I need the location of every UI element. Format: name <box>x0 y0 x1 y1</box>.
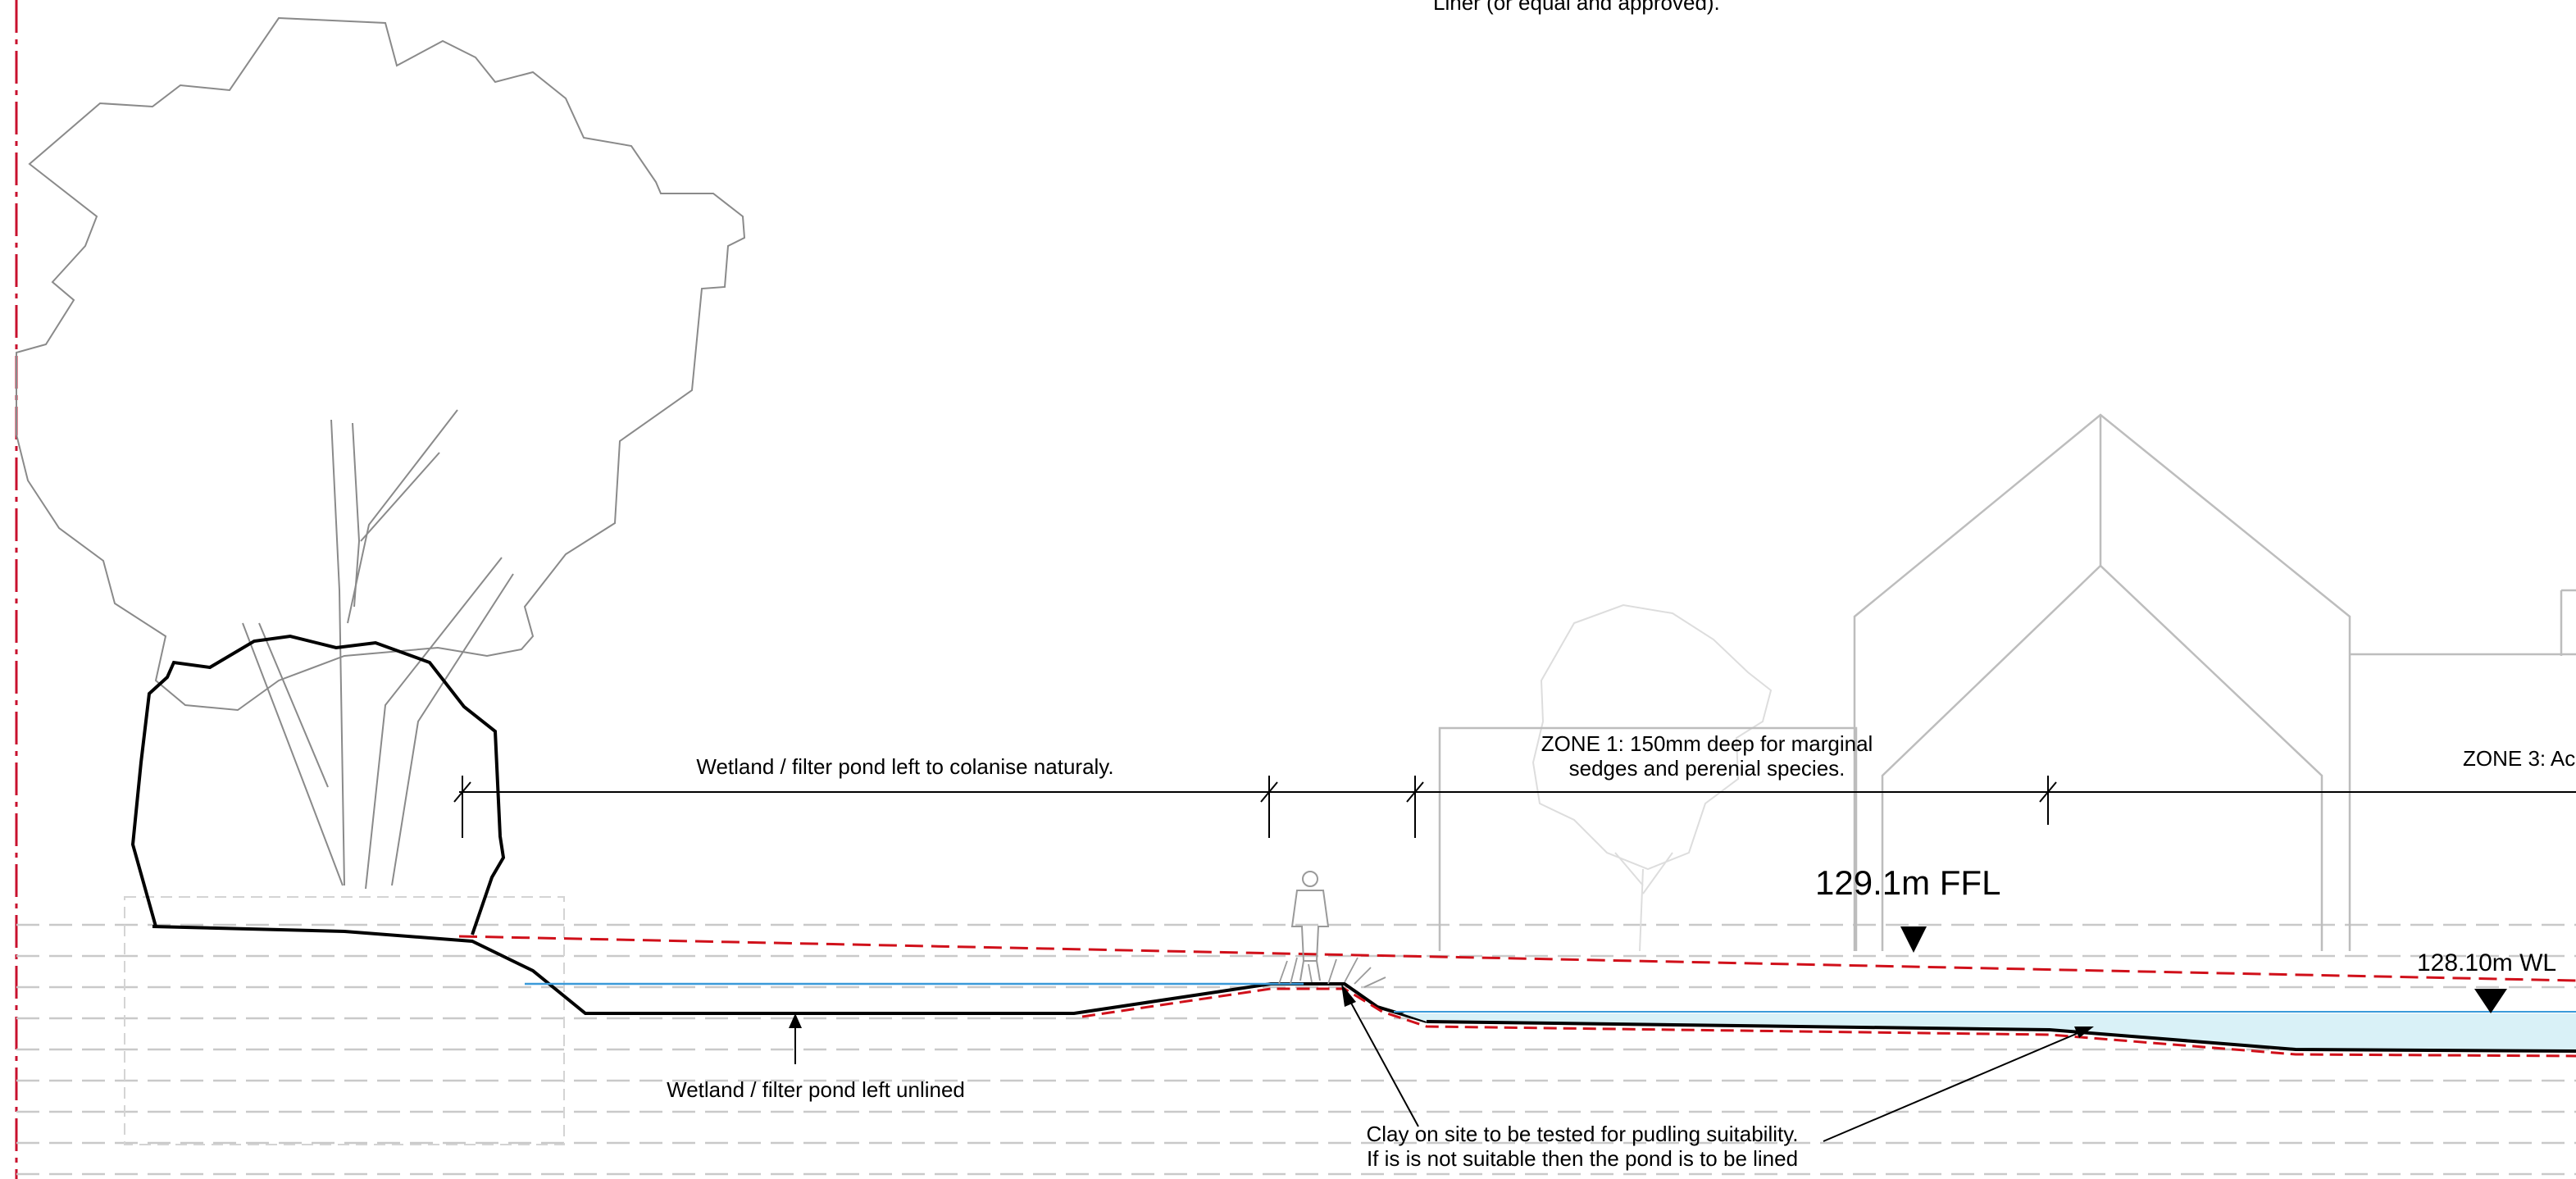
existing-ground-line <box>152 925 1427 1023</box>
context-buildings <box>1438 413 2576 951</box>
liner-note-top: Liner (or equal and approved). <box>1433 0 1720 15</box>
liner-leader-line <box>1823 1029 2087 1142</box>
wl-level-marker-icon <box>2474 989 2507 1013</box>
wl-level-label: 128.10m WL <box>2417 949 2557 976</box>
zone1-label-line2: sedges and perenial species. <box>1568 756 1846 781</box>
dimension-line <box>453 776 2576 838</box>
clay-note-line1: Clay on site to be tested for pudling su… <box>1366 1122 1799 1146</box>
pond-water-fill <box>1402 1013 2576 1049</box>
marginal-grass-icon <box>1278 957 1386 988</box>
unlined-arrow-icon <box>789 1013 802 1028</box>
wetland-colonise-label: Wetland / filter pond left to colanise n… <box>696 754 1114 779</box>
clay-leader-line <box>1347 996 1419 1127</box>
person-figure <box>1290 871 1330 981</box>
proposed-level-dashed-line <box>458 935 2576 982</box>
background-tree-trunk <box>242 409 514 890</box>
liner-dashed-line <box>1081 987 2576 1058</box>
ffl-level-marker-icon <box>1900 926 1927 953</box>
ghost-tree-icon <box>1531 603 1773 952</box>
zone1-label-line1: ZONE 1: 150mm deep for marginal <box>1541 731 1873 756</box>
shrub-outline <box>130 634 506 935</box>
clay-arrow-icon <box>1341 984 1356 1007</box>
liner-arrow-icon <box>2074 1027 2094 1038</box>
clay-note-line2: If is is not suitable then the pond is t… <box>1366 1146 1799 1171</box>
zone3-label: ZONE 3: Ac <box>2463 746 2576 771</box>
wetland-unlined-label: Wetland / filter pond left unlined <box>667 1077 965 1102</box>
pond-bed-profile <box>1426 1020 2576 1053</box>
ffl-level-label: 129.1m FFL <box>1815 863 2001 902</box>
ground-strata-lines <box>16 923 2576 1176</box>
root-zone-box <box>124 896 565 1145</box>
background-tree-canopy <box>16 16 746 712</box>
